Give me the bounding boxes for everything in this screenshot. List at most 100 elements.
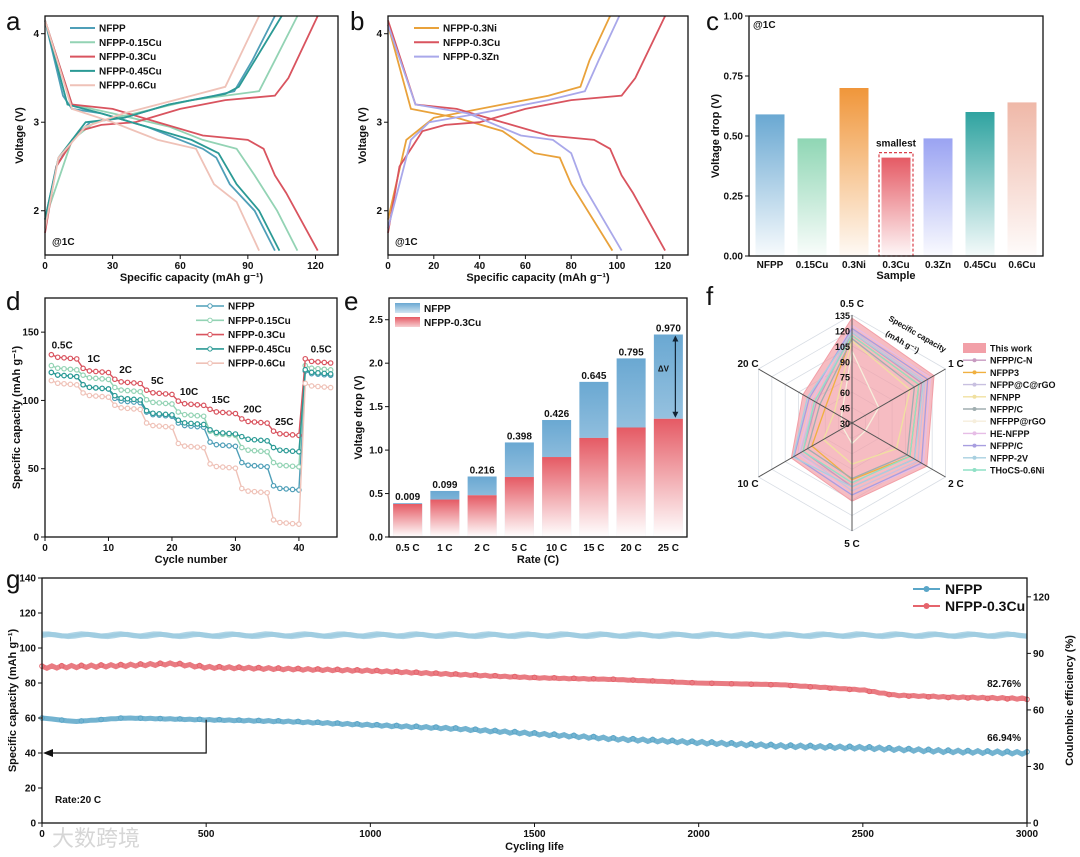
data-point xyxy=(67,381,74,388)
data-point xyxy=(277,447,283,453)
data-point xyxy=(232,465,239,471)
data-point xyxy=(73,356,80,362)
legend-label: NFPP-0.6Cu xyxy=(99,81,156,92)
data-point xyxy=(264,448,270,455)
xtick-label: 15 C xyxy=(583,543,604,554)
panel-g-ylabel: Specific capacity (mAh g⁻¹) xyxy=(7,628,19,772)
radar-axis-label: 2 C xyxy=(948,479,964,490)
delta-label: ΔV xyxy=(658,365,670,374)
data-point xyxy=(181,443,188,449)
data-point xyxy=(118,405,124,411)
bar-NFPP-0.3Cu xyxy=(542,457,572,537)
data-point xyxy=(308,369,315,376)
data-point xyxy=(283,431,290,438)
legend-label: NFPP-0.3Ni xyxy=(443,24,497,35)
panel-a-annotation: @1C xyxy=(52,237,75,248)
panel-g-xtick-label: 1500 xyxy=(523,829,546,840)
panel-d-ytick-label: 0 xyxy=(33,533,39,544)
curve-NFPP-0.3Cu-discharge xyxy=(44,20,319,252)
data-point xyxy=(590,733,597,740)
data-point xyxy=(886,691,892,698)
data-point xyxy=(295,718,301,725)
data-point xyxy=(48,351,55,358)
panel-c-ytick-label: 1.00 xyxy=(724,12,744,23)
panel-g-ytick-label: 0 xyxy=(30,819,36,830)
data-point xyxy=(156,390,163,397)
data-point xyxy=(143,387,150,393)
data-point xyxy=(54,380,61,387)
data-point xyxy=(118,387,124,393)
panel-e-ytick-label: 2.5 xyxy=(369,315,383,326)
bar-0.15Cu xyxy=(797,138,827,256)
panel-d-ytick-label: 100 xyxy=(22,396,39,407)
panel-c-ytick-label: 0.00 xyxy=(724,252,744,263)
data-point xyxy=(162,400,169,407)
radar-axis-label: 1 C xyxy=(948,359,964,370)
data-point xyxy=(321,370,328,377)
panel-b-xtick-label: 60 xyxy=(520,261,532,272)
data-point xyxy=(295,665,301,672)
data-point xyxy=(277,485,283,492)
data-point xyxy=(232,410,239,417)
curve-NFPP-0.3Zn-charge xyxy=(387,15,621,229)
data-point xyxy=(219,464,226,470)
data-point xyxy=(99,369,105,375)
data-point xyxy=(92,368,99,375)
panel-g-right-ytick-label: 0 xyxy=(1033,819,1039,830)
data-point xyxy=(118,395,124,402)
panel-e-xlabel: Rate (C) xyxy=(517,554,560,566)
data-point xyxy=(512,728,518,735)
data-point xyxy=(413,723,420,730)
data-point xyxy=(258,437,264,444)
panel-e-ytick-label: 0.0 xyxy=(369,533,383,544)
rate-step-label: 2C xyxy=(119,365,132,376)
data-point xyxy=(73,382,80,388)
data-point xyxy=(296,464,302,470)
data-point xyxy=(188,401,194,408)
data-point xyxy=(866,744,873,750)
legend-marker xyxy=(972,382,977,387)
data-point xyxy=(86,374,93,381)
data-point xyxy=(196,662,203,669)
data-point xyxy=(67,355,74,362)
data-point xyxy=(245,447,251,453)
data-point xyxy=(866,688,873,695)
panel-a-ylabel: Voltage (V) xyxy=(14,107,26,164)
legend-label: NFPP-2V xyxy=(990,453,1028,463)
legend-label: NFPP-0.45Cu xyxy=(228,344,291,355)
data-point xyxy=(150,399,156,406)
panel-d-xtick-label: 20 xyxy=(166,543,178,554)
legend-label: NFPP-0.6Cu xyxy=(228,359,285,370)
data-point xyxy=(571,675,577,682)
panel-c-ylabel: Voltage drop (V) xyxy=(710,94,722,178)
data-point xyxy=(131,380,137,386)
radar-axis-label: 20 C xyxy=(738,359,759,370)
curve-NFPP-0.6Cu-charge xyxy=(44,15,260,229)
radar-tick-label: 30 xyxy=(840,419,850,429)
data-point xyxy=(308,358,315,365)
data-point xyxy=(156,411,163,417)
data-point xyxy=(289,463,296,470)
data-point xyxy=(213,463,220,470)
data-point xyxy=(472,726,479,732)
data-point xyxy=(216,716,223,723)
panel-b-xtick-label: 40 xyxy=(474,261,486,272)
data-point xyxy=(157,660,163,667)
data-point xyxy=(86,368,93,374)
delta-value-label: 0.216 xyxy=(470,466,495,477)
data-point xyxy=(226,410,232,416)
xtick-label: 0.45Cu xyxy=(964,260,997,271)
data-point xyxy=(283,462,290,469)
panel-e-ytick-label: 1.5 xyxy=(369,402,383,413)
panel-g-xtick-label: 3000 xyxy=(1016,829,1039,840)
data-point xyxy=(984,695,991,702)
data-point xyxy=(452,671,459,677)
panel-b-xtick-label: 20 xyxy=(428,261,440,272)
xtick-label: 5 C xyxy=(512,543,528,554)
panel-b-xtick-label: 100 xyxy=(609,261,626,272)
bar-NFPP-0.3Cu xyxy=(653,418,683,537)
data-point xyxy=(188,412,194,418)
xtick-label: 0.6Cu xyxy=(1008,260,1035,271)
panel-g-xtick-label: 2500 xyxy=(852,829,875,840)
panel-e-frame xyxy=(388,297,688,538)
